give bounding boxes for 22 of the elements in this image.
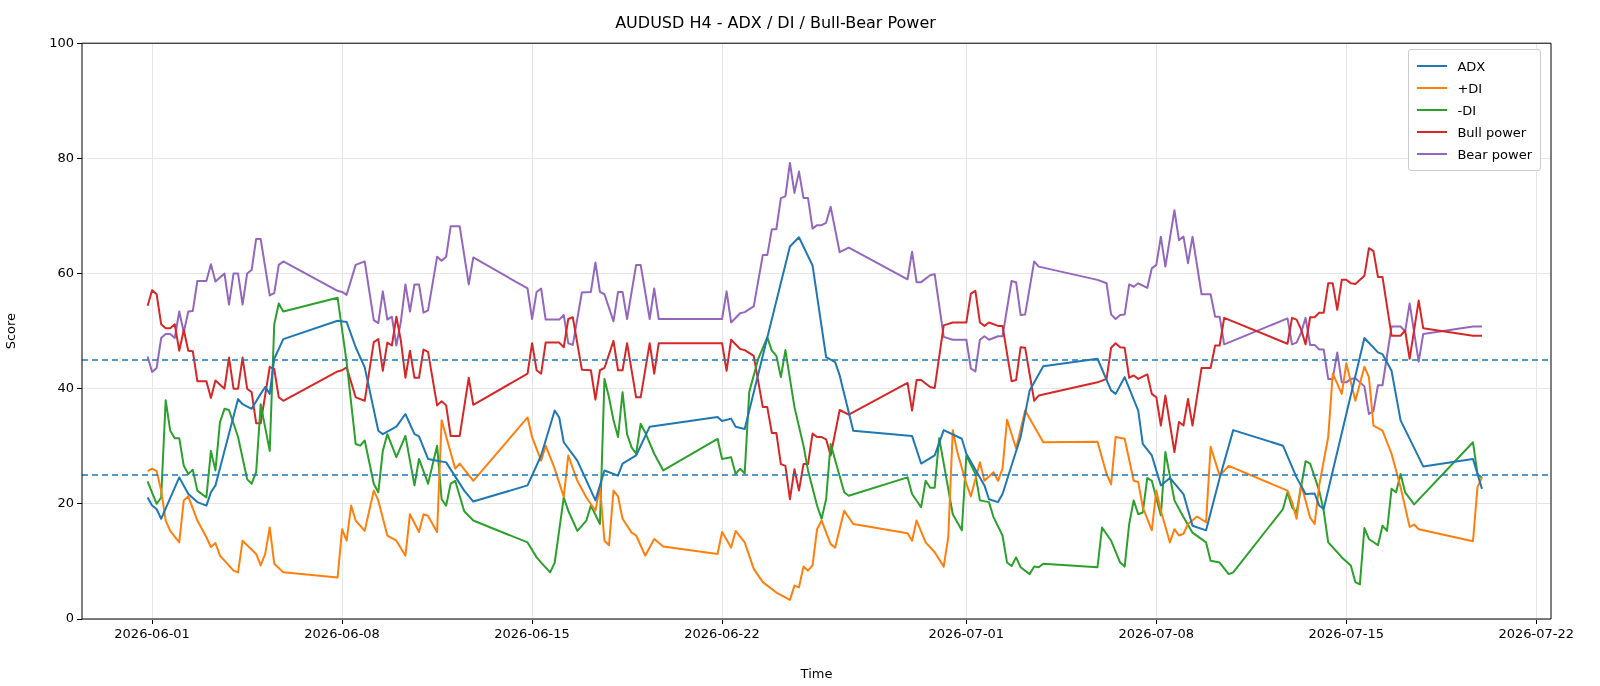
x-tick-label: 2026-06-01 <box>114 626 190 642</box>
y-tick-label: 100 <box>49 34 74 50</box>
x-tick-label: 2026-07-01 <box>928 626 1005 642</box>
y-tick-label: 60 <box>57 264 74 280</box>
x-tick-label: 2026-06-15 <box>494 626 570 642</box>
legend-label: ADX <box>1457 58 1486 74</box>
y-axis-title: Score <box>3 312 19 350</box>
x-tick-label: 2026-07-08 <box>1118 626 1195 642</box>
x-axis-title: Time <box>799 665 833 681</box>
legend-label: Bear power <box>1457 146 1532 162</box>
legend-label: -DI <box>1457 102 1476 118</box>
x-tick-label: 2026-07-15 <box>1308 626 1385 642</box>
x-tick-label: 2026-06-08 <box>304 626 380 642</box>
x-tick-label: 2026-06-22 <box>684 626 760 642</box>
legend-label: +DI <box>1457 80 1483 96</box>
y-tick-label: 40 <box>57 380 74 396</box>
y-tick-label: 0 <box>65 610 74 626</box>
legend-label: Bull power <box>1457 124 1527 140</box>
x-tick-label: 2026-07-22 <box>1498 626 1575 642</box>
y-tick-label: 20 <box>57 495 74 511</box>
chart-title: AUDUSD H4 - ADX / DI / Bull-Bear Power <box>615 12 937 32</box>
y-tick-label: 80 <box>57 149 74 165</box>
